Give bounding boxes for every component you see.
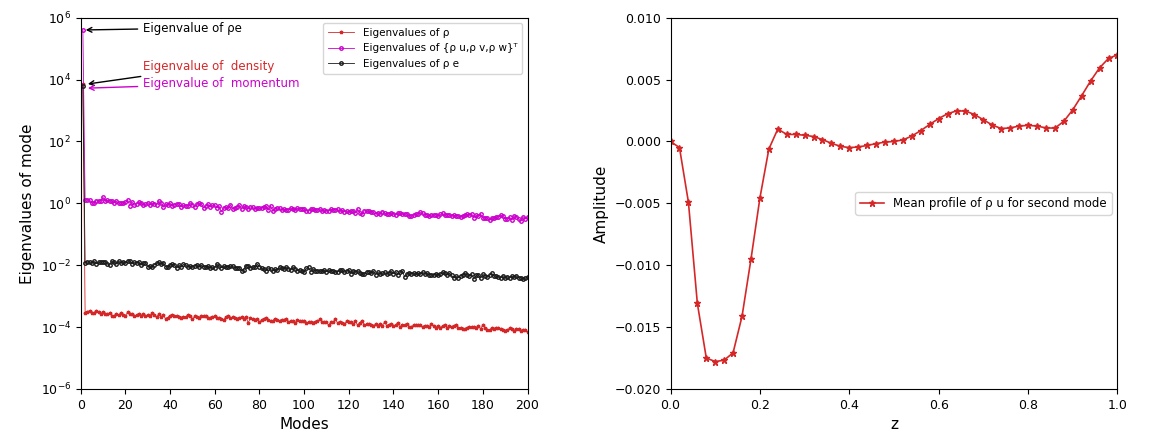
Text: Eigenvalue of ρe: Eigenvalue of ρe xyxy=(88,22,242,34)
X-axis label: z: z xyxy=(890,417,899,432)
Mean profile of ρ u for second mode xyxy=(771,126,785,132)
Eigenvalues of ρ xyxy=(103,310,116,316)
Eigenvalues of {ρ u,ρ v,ρ w}ᵀ xyxy=(93,198,107,204)
Eigenvalues of ρ xyxy=(483,328,497,333)
Eigenvalues of ρ e xyxy=(93,259,107,265)
Eigenvalues of ρ xyxy=(499,329,513,334)
Eigenvalues of ρ e xyxy=(467,276,480,282)
Line: Eigenvalues of ρ e: Eigenvalues of ρ e xyxy=(81,84,529,281)
Legend: Eigenvalues of ρ, Eigenvalues of {ρ u,ρ v,ρ w}ᵀ, Eigenvalues of ρ e: Eigenvalues of ρ, Eigenvalues of {ρ u,ρ … xyxy=(323,23,522,74)
Eigenvalues of {ρ u,ρ v,ρ w}ᵀ xyxy=(76,27,90,33)
Mean profile of ρ u for second mode xyxy=(968,112,982,117)
Eigenvalues of {ρ u,ρ v,ρ w}ᵀ xyxy=(521,214,535,220)
Eigenvalues of {ρ u,ρ v,ρ w}ᵀ xyxy=(483,217,497,223)
Mean profile of ρ u for second mode xyxy=(664,139,677,144)
Line: Eigenvalues of {ρ u,ρ v,ρ w}ᵀ: Eigenvalues of {ρ u,ρ v,ρ w}ᵀ xyxy=(81,28,529,223)
Mean profile of ρ u for second mode xyxy=(708,359,722,364)
Eigenvalues of ρ e xyxy=(521,274,535,280)
Eigenvalues of {ρ u,ρ v,ρ w}ᵀ xyxy=(159,201,173,206)
Legend: Mean profile of ρ u for second mode: Mean profile of ρ u for second mode xyxy=(856,192,1112,214)
Eigenvalues of ρ xyxy=(195,313,209,319)
Y-axis label: Amplitude: Amplitude xyxy=(593,164,608,243)
Mean profile of ρ u for second mode xyxy=(816,137,829,142)
Eigenvalues of {ρ u,ρ v,ρ w}ᵀ xyxy=(514,218,528,224)
Eigenvalues of ρ xyxy=(159,316,173,321)
Y-axis label: Eigenvalues of mode: Eigenvalues of mode xyxy=(20,123,35,284)
Text: Eigenvalue of  momentum: Eigenvalue of momentum xyxy=(90,77,300,90)
Eigenvalues of ρ e xyxy=(195,263,209,268)
Mean profile of ρ u for second mode xyxy=(1111,52,1124,57)
Eigenvalues of ρ xyxy=(521,329,535,334)
Text: Eigenvalue of  density: Eigenvalue of density xyxy=(90,60,274,85)
Eigenvalues of {ρ u,ρ v,ρ w}ᵀ xyxy=(499,216,513,221)
Eigenvalues of ρ xyxy=(93,311,107,316)
Mean profile of ρ u for second mode xyxy=(994,126,1008,131)
Mean profile of ρ u for second mode xyxy=(806,134,820,139)
Eigenvalues of ρ e xyxy=(500,274,514,279)
Eigenvalues of ρ e xyxy=(76,83,90,88)
Line: Eigenvalues of ρ: Eigenvalues of ρ xyxy=(81,83,529,333)
Eigenvalues of ρ e xyxy=(103,262,116,267)
Line: Mean profile of ρ u for second mode: Mean profile of ρ u for second mode xyxy=(667,51,1121,365)
Eigenvalues of {ρ u,ρ v,ρ w}ᵀ xyxy=(103,198,116,203)
X-axis label: Modes: Modes xyxy=(279,417,329,432)
Mean profile of ρ u for second mode xyxy=(1101,56,1115,61)
Eigenvalues of ρ e xyxy=(159,264,173,269)
Eigenvalues of ρ e xyxy=(485,271,499,276)
Eigenvalues of {ρ u,ρ v,ρ w}ᵀ xyxy=(195,202,209,207)
Eigenvalues of ρ xyxy=(76,82,90,87)
